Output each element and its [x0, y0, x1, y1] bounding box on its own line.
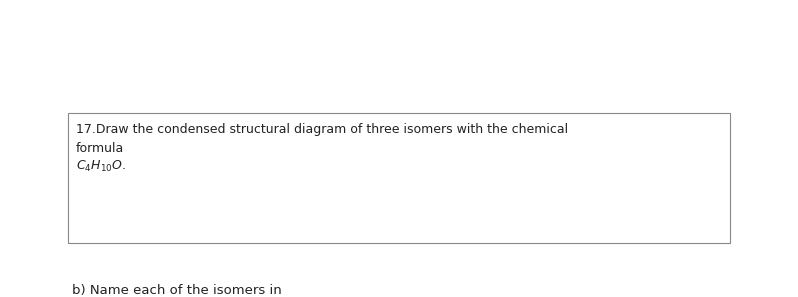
Text: b) Name each of the isomers in: b) Name each of the isomers in [72, 284, 282, 297]
Text: formula: formula [76, 142, 124, 155]
Text: $C_4H_{10}O.$: $C_4H_{10}O.$ [76, 159, 126, 174]
Bar [68, 113, 730, 243]
Text: 17.Draw the condensed structural diagram of three isomers with the chemical: 17.Draw the condensed structural diagram… [76, 124, 568, 137]
